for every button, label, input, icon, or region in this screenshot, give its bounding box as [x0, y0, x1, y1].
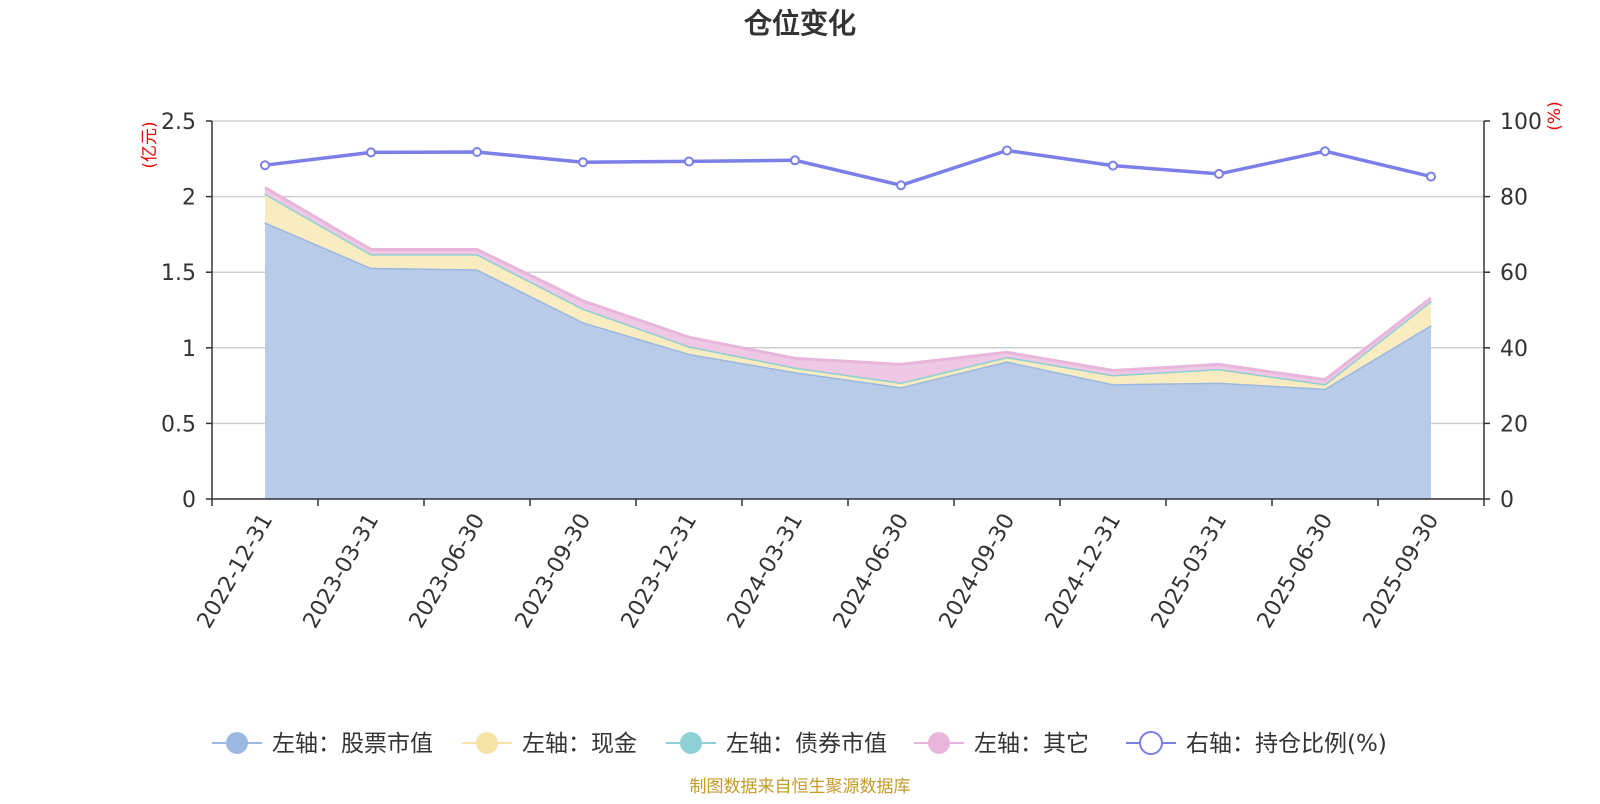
ratio-point — [260, 160, 270, 171]
area-fill-series-0 — [265, 222, 1431, 500]
legend-label-4: 右轴：持仓比例(%) — [1186, 731, 1387, 757]
ratio-point — [578, 157, 588, 168]
right-tick-label: 100 — [1500, 110, 1542, 135]
left-tick-label: 2.5 — [161, 110, 196, 135]
left-tick-label: 1 — [182, 337, 196, 362]
x-tick-label: 2025-06-30 — [1253, 510, 1339, 633]
legend-marker-0 — [226, 732, 248, 754]
chart-title: 仓位变化 — [744, 7, 856, 40]
ratio-point — [684, 156, 694, 167]
right-tick-label: 20 — [1500, 412, 1528, 437]
ratio-point — [472, 146, 482, 157]
ratio-point — [790, 155, 800, 166]
x-tick-label: 2022-12-31 — [193, 510, 279, 633]
left-tick-label: 2 — [182, 186, 196, 211]
ratio-point — [896, 180, 906, 191]
legend-marker-2 — [680, 732, 702, 754]
ratio-point — [1426, 171, 1436, 182]
x-tick-label: 2025-03-31 — [1147, 510, 1233, 633]
legend-label-2: 左轴：债券市值 — [726, 731, 887, 757]
stacked-areas — [264, 186, 1432, 500]
data-source-note: 制图数据来自恒生聚源数据库 — [690, 777, 911, 797]
x-tick-label: 2024-12-31 — [1041, 510, 1127, 633]
legend-marker-4 — [1139, 731, 1163, 755]
area-edge-series-3 — [264, 186, 1432, 382]
legend-label-1: 左轴：现金 — [522, 731, 637, 757]
ratio-point — [1214, 168, 1224, 179]
legend-marker-1 — [476, 732, 498, 754]
left-tick-label: 0 — [182, 488, 196, 513]
x-tick-label: 2023-12-31 — [617, 510, 703, 633]
legend: 左轴：股票市值 左轴：现金 左轴：债券市值 左轴：其它 右轴：持仓比例(%) — [212, 731, 1387, 757]
right-tick-label: 0 — [1500, 488, 1514, 513]
ratio-point — [1002, 145, 1012, 156]
x-tick-label: 2023-06-30 — [405, 510, 491, 633]
x-tick-label: 2024-03-31 — [723, 510, 809, 633]
legend-marker-3 — [928, 732, 950, 754]
holding-ratio-line — [260, 145, 1436, 191]
x-tick-label: 2023-09-30 — [511, 510, 597, 633]
ratio-line-path — [264, 148, 1432, 188]
x-tick-label: 2024-09-30 — [935, 510, 1021, 633]
legend-label-3: 左轴：其它 — [974, 731, 1089, 757]
x-tick-label: 2023-03-31 — [299, 510, 385, 633]
ratio-point — [1108, 160, 1118, 171]
left-tick-label: 0.5 — [161, 412, 196, 437]
right-tick-label: 60 — [1500, 261, 1528, 286]
left-tick-label: 1.5 — [161, 261, 196, 286]
ratio-point — [1320, 146, 1330, 157]
right-axis-unit: (%) — [1545, 101, 1565, 130]
right-tick-label: 40 — [1500, 337, 1528, 362]
left-axis-unit: (亿元) — [140, 121, 160, 168]
ratio-point — [366, 147, 376, 158]
x-tick-label: 2024-06-30 — [829, 510, 915, 633]
x-tick-label: 2025-09-30 — [1359, 510, 1445, 633]
right-tick-label: 80 — [1500, 186, 1528, 211]
legend-label-0: 左轴：股票市值 — [272, 731, 433, 757]
